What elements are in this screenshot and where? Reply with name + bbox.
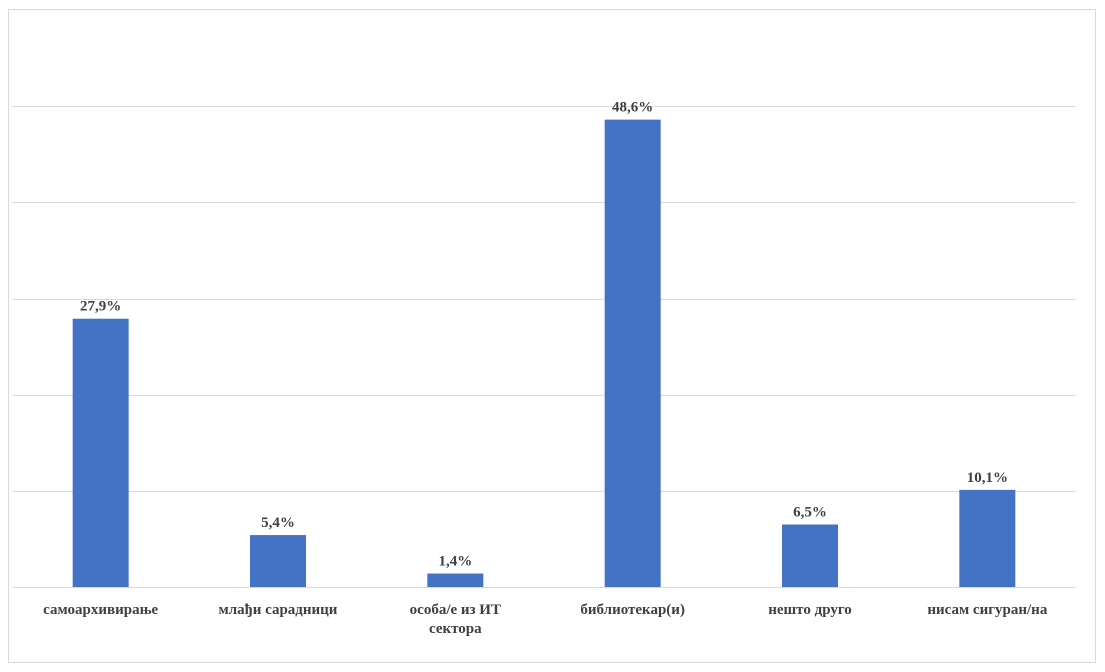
category-tick-label: особа/е из ИТ сектора [410, 602, 501, 637]
data-label: 10,1% [967, 470, 1008, 486]
bar [782, 524, 838, 587]
category-tick-label: самоархивирање [43, 602, 158, 618]
value-labels: 27,9% 5,4% 1,4% 48,6% 6,5% 10,1% [80, 100, 1008, 570]
bar [959, 489, 1016, 587]
data-label: 48,6% [612, 100, 653, 116]
category-tick-label: нисам сигуран/на [927, 602, 1048, 618]
gridlines [12, 106, 1076, 588]
category-tick-label-line: библиотекар(и) [580, 602, 685, 618]
data-label: 6,5% [793, 504, 827, 520]
category-tick-label-line: самоархивирање [43, 602, 158, 618]
data-label: 27,9% [80, 299, 121, 315]
bar [427, 573, 484, 587]
category-tick-label: нешто друго [768, 602, 852, 618]
category-tick-label: библиотекар(и) [580, 602, 685, 618]
bar [604, 119, 661, 587]
category-tick-label-line: млађи сарадници [219, 602, 338, 618]
data-label: 1,4% [438, 554, 472, 570]
category-tick-label-line: нешто друго [768, 602, 852, 618]
category-labels: самоархивирање млађи сарадници особа/е из … [43, 602, 1048, 637]
category-tick-label-line: особа/е из ИТ [410, 602, 501, 618]
data-label: 5,4% [261, 515, 295, 531]
bars [72, 119, 1016, 587]
bar [72, 318, 129, 587]
category-tick-label: млађи сарадници [219, 602, 338, 618]
category-tick-label-line: сектора [429, 621, 482, 637]
chart-frame [8, 9, 1096, 663]
bar [250, 535, 306, 587]
category-tick-label-line: нисам сигуран/на [927, 602, 1048, 618]
